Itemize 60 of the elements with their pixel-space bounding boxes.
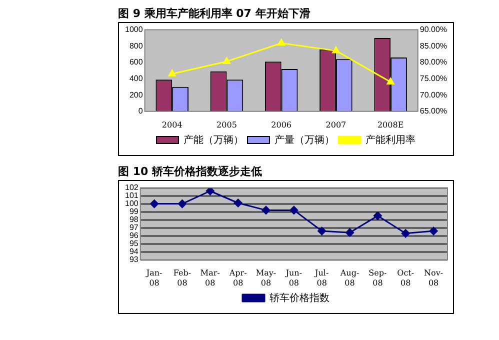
point (318, 226, 326, 236)
y2-tick-label: 75.00% (420, 74, 448, 83)
chart-title: 图 10 轿车价格指数逐步走低 (118, 164, 263, 180)
y-tick-label: 102 (124, 183, 139, 192)
x-tick-label: Oct-08 (397, 268, 414, 288)
legend-label: 产能（万辆） (184, 134, 244, 146)
y-tick-label: 101 (124, 191, 139, 200)
point (429, 226, 438, 236)
x-tick-label: Jul-08 (314, 268, 329, 288)
point (386, 78, 394, 85)
x-tick-label: 2007 (326, 120, 346, 130)
point (168, 70, 176, 76)
x-tick-label: 2004 (162, 120, 182, 130)
y2-tick-label: 80.00% (420, 58, 448, 67)
point (262, 206, 270, 214)
legend-label: 产量（万辆） (274, 134, 334, 146)
point (346, 228, 354, 237)
y-tick-label: 94 (129, 247, 139, 256)
y-tick-label: 95 (129, 239, 139, 248)
x-tick-label: Jan-08 (145, 268, 163, 288)
x-tick-label: Sep-08 (368, 268, 388, 288)
chart-title: 图 9 乘用车产能利用率 07 年开始下滑 (118, 6, 312, 22)
x-tick-label: May-08 (256, 268, 276, 288)
y-tick-label: 1000 (125, 25, 144, 34)
point (401, 229, 410, 238)
x-tick-label: Apr-08 (228, 268, 248, 288)
y-tick-label: 600 (129, 58, 144, 67)
y-tick-label: 800 (129, 41, 144, 50)
point (178, 200, 186, 208)
x-tick-label: 2005 (216, 120, 237, 130)
y-tick-label: 0 (138, 106, 144, 116)
point (373, 212, 382, 220)
x-tick-label: Aug-08 (339, 268, 360, 288)
y-tick-label: 93 (129, 255, 139, 264)
y-tick-label: 96 (129, 231, 139, 240)
y-tick-label: 200 (129, 90, 144, 100)
y-tick-label: 400 (129, 74, 144, 83)
y-tick-label: 100 (124, 199, 139, 208)
y2-tick-label: 70.00% (420, 90, 448, 100)
y2-tick-label: 90.00% (420, 25, 448, 34)
point (206, 188, 214, 196)
x-tick-label: Nov-08 (424, 268, 444, 288)
point (222, 57, 230, 64)
point (290, 206, 298, 214)
y-tick-label: 98 (129, 215, 139, 224)
point (234, 198, 242, 208)
y-tick-label: 99 (129, 207, 139, 216)
point (150, 200, 159, 208)
legend-label: 轿车价格指数 (270, 292, 330, 304)
y2-tick-label: 85.00% (420, 41, 448, 50)
x-tick-label: Mar-08 (200, 268, 220, 288)
y-tick-label: 97 (129, 223, 139, 232)
x-tick-label: 2006 (271, 120, 292, 130)
x-tick-label: Jun-08 (284, 268, 302, 288)
x-tick-label: 2008E (377, 120, 404, 130)
point (278, 38, 286, 46)
x-tick-label: Feb-08 (173, 268, 192, 288)
point (332, 46, 340, 54)
y2-tick-label: 65.00% (420, 106, 448, 116)
legend-label: 产能利用率 (366, 134, 416, 146)
